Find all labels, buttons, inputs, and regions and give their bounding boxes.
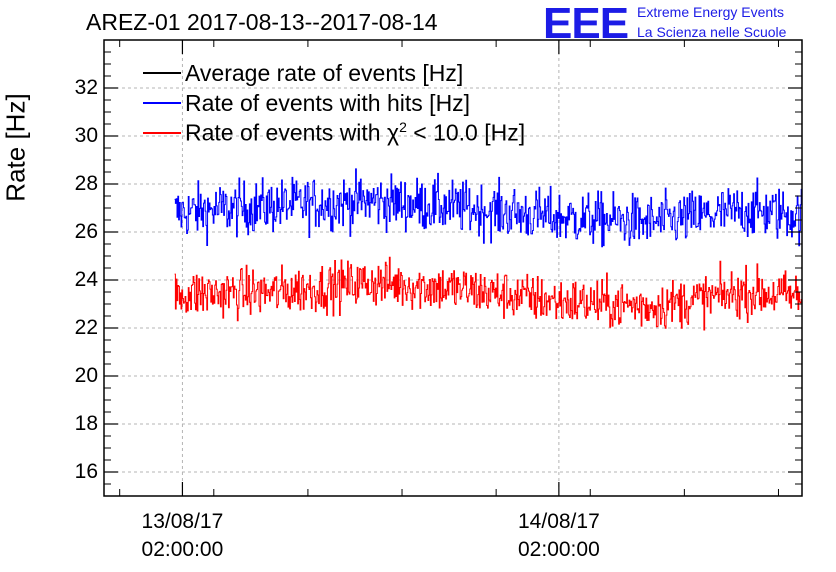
- legend-entry-hits: Rate of events with hits [Hz]: [143, 88, 525, 118]
- y-tick-label: 28: [74, 172, 98, 195]
- y-tick-label: 22: [74, 316, 98, 339]
- series-layer: [174, 168, 803, 331]
- eee-logo: EEE: [543, 0, 629, 48]
- legend-entry-chi2: Rate of events with χ2 < 10.0 [Hz]: [143, 118, 525, 148]
- x-tick-label: 14/08/17 02:00:00: [518, 510, 600, 561]
- legend-entry-average: Average rate of events [Hz]: [143, 58, 525, 88]
- series-line-2: [174, 256, 803, 331]
- y-tick-label: 26: [74, 220, 98, 243]
- y-tick-label: 18: [74, 412, 98, 435]
- legend-swatch-chi2: [143, 132, 181, 134]
- legend-swatch-average: [143, 72, 181, 74]
- legend-label-hits: Rate of events with hits [Hz]: [185, 89, 471, 116]
- plot-frame: [103, 39, 803, 497]
- chart-title: AREZ-01 2017-08-13--2017-08-14: [86, 9, 438, 35]
- y-tick-label: 24: [74, 268, 98, 291]
- legend-label-average: Average rate of events [Hz]: [185, 59, 464, 86]
- y-tick-label: 30: [74, 124, 98, 147]
- logo-line-1: Extreme Energy Events: [637, 4, 785, 20]
- legend-swatch-hits: [143, 102, 181, 104]
- y-axis-label: Rate [Hz]: [0, 93, 31, 202]
- y-tick-label: 16: [74, 460, 98, 483]
- axis-ticks: [104, 40, 802, 497]
- series-line-1: [174, 168, 803, 248]
- y-tick-label: 20: [74, 364, 98, 387]
- legend-label-chi2: Rate of events with χ2 < 10.0 [Hz]: [185, 119, 526, 146]
- x-tick-label: 13/08/17 02:00:00: [141, 510, 224, 561]
- y-tick-label: 32: [74, 76, 98, 99]
- legend: Average rate of events [Hz] Rate of even…: [143, 58, 525, 148]
- logo-line-2: La Scienza nelle Scuole: [637, 24, 787, 40]
